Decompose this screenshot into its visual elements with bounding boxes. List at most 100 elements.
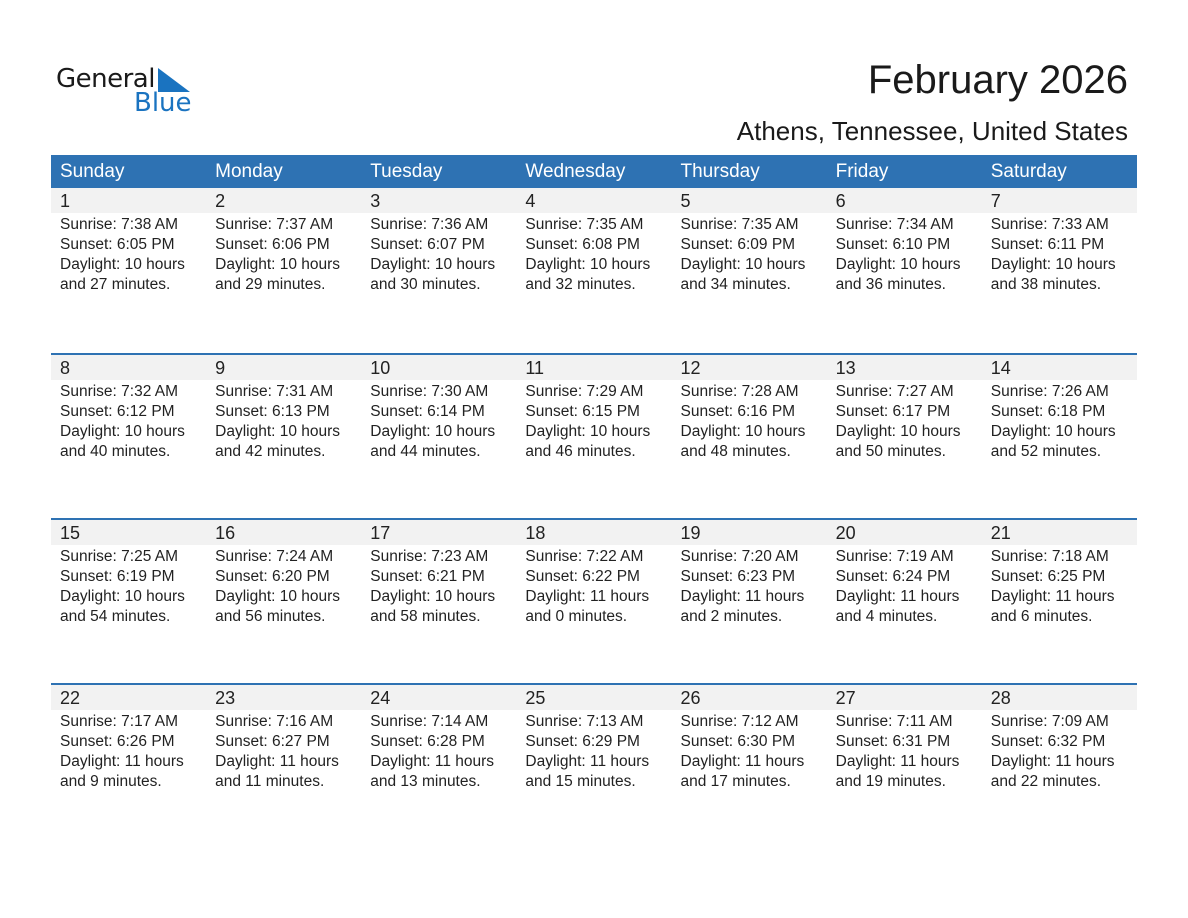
- sunrise-text: Sunrise: 7:25 AM: [60, 548, 179, 565]
- daylight-text: Daylight: 10 hours: [215, 588, 341, 605]
- sunrise-text: Sunrise: 7:16 AM: [215, 713, 334, 730]
- week-row: 8 Sunrise: 7:32 AM Sunset: 6:12 PM Daylight…: [51, 353, 1137, 518]
- sunset-text: Sunset: 6:27 PM: [215, 733, 330, 750]
- sunrise-text: Sunrise: 7:22 AM: [525, 548, 644, 565]
- sunrise-text: Sunrise: 7:35 AM: [525, 216, 644, 233]
- daylight-text: Daylight: 10 hours: [525, 423, 651, 440]
- daylight-text: Daylight: 10 hours: [835, 256, 961, 273]
- day-info: Sunrise: 7:31 AM Sunset: 6:13 PM Daylight:…: [206, 380, 361, 462]
- minutes-text: and 19 minutes.: [835, 773, 946, 790]
- day-cell: 22 Sunrise: 7:17 AM Sunset: 6:26 PM Dayligh…: [51, 685, 207, 848]
- minutes-text: and 52 minutes.: [990, 443, 1102, 460]
- daylight-text: Daylight: 10 hours: [60, 423, 185, 440]
- sunset-text: Sunset: 6:18 PM: [990, 403, 1106, 420]
- day-cell: 11 Sunrise: 7:29 AM Sunset: 6:15 PM Dayligh…: [516, 355, 672, 518]
- sunset-text: Sunset: 6:06 PM: [215, 236, 330, 253]
- logo-triangle-icon: [158, 68, 190, 92]
- sunrise-text: Sunrise: 7:27 AM: [835, 383, 954, 400]
- sunset-text: Sunset: 6:29 PM: [525, 733, 640, 750]
- weekday-header: Sunday Monday Tuesday Wednesday Thursday Frid…: [51, 155, 1137, 188]
- day-info: Sunrise: 7:22 AM Sunset: 6:22 PM Daylight:…: [516, 545, 671, 627]
- sunset-text: Sunset: 6:09 PM: [680, 236, 796, 253]
- day-cell: 28 Sunrise: 7:09 AM Sunset: 6:32 PM Dayligh…: [981, 685, 1137, 848]
- sunrise-text: Sunrise: 7:32 AM: [60, 383, 179, 400]
- minutes-text: and 22 minutes.: [990, 773, 1102, 790]
- sunset-text: Sunset: 6:31 PM: [835, 733, 951, 750]
- sunrise-text: Sunrise: 7:09 AM: [990, 713, 1109, 730]
- day-number: 22: [51, 685, 207, 710]
- day-number: 23: [206, 685, 362, 710]
- day-number: 5: [671, 188, 827, 213]
- day-cell: 4 Sunrise: 7:35 AM Sunset: 6:08 PM Daylight…: [516, 188, 672, 353]
- week-row: 22 Sunrise: 7:17 AM Sunset: 6:26 PM Dayligh…: [51, 683, 1137, 848]
- day-number: 8: [51, 355, 207, 380]
- day-number: 6: [826, 188, 982, 213]
- day-number: 21: [981, 520, 1137, 545]
- day-info: Sunrise: 7:27 AM Sunset: 6:17 PM Daylight:…: [827, 380, 982, 462]
- minutes-text: and 11 minutes.: [215, 773, 325, 790]
- sunrise-text: Sunrise: 7:33 AM: [990, 216, 1109, 233]
- sunset-text: Sunset: 6:28 PM: [370, 733, 485, 750]
- sunrise-text: Sunrise: 7:12 AM: [680, 713, 799, 730]
- sunset-text: Sunset: 6:14 PM: [370, 403, 485, 420]
- sunset-text: Sunset: 6:20 PM: [215, 568, 330, 585]
- day-cell: 17 Sunrise: 7:23 AM Sunset: 6:21 PM Dayligh…: [361, 520, 517, 683]
- minutes-text: and 34 minutes.: [680, 276, 791, 293]
- page-title: February 2026: [867, 58, 1128, 102]
- daylight-text: Daylight: 10 hours: [60, 588, 185, 605]
- daylight-text: Daylight: 11 hours: [370, 753, 495, 770]
- day-info: Sunrise: 7:12 AM Sunset: 6:30 PM Daylight:…: [672, 710, 827, 792]
- daylight-text: Daylight: 11 hours: [215, 753, 339, 770]
- sunrise-text: Sunrise: 7:37 AM: [215, 216, 334, 233]
- sunset-text: Sunset: 6:13 PM: [215, 403, 330, 420]
- daylight-text: Daylight: 11 hours: [525, 588, 650, 605]
- day-cell: 5 Sunrise: 7:35 AM Sunset: 6:09 PM Daylight…: [671, 188, 827, 353]
- sunset-text: Sunset: 6:08 PM: [525, 236, 640, 253]
- sunset-text: Sunset: 6:24 PM: [835, 568, 951, 585]
- minutes-text: and 56 minutes.: [215, 608, 326, 625]
- sunrise-text: Sunrise: 7:31 AM: [215, 383, 334, 400]
- day-info: Sunrise: 7:20 AM Sunset: 6:23 PM Daylight:…: [672, 545, 827, 627]
- location-subtitle: Athens, Tennessee, United States: [736, 116, 1128, 146]
- sunrise-text: Sunrise: 7:30 AM: [370, 383, 489, 400]
- daylight-text: Daylight: 10 hours: [525, 256, 651, 273]
- daylight-text: Daylight: 11 hours: [680, 588, 805, 605]
- day-info: Sunrise: 7:11 AM Sunset: 6:31 PM Daylight:…: [827, 710, 982, 792]
- sunrise-text: Sunrise: 7:13 AM: [525, 713, 644, 730]
- day-number: 14: [981, 355, 1137, 380]
- day-cell: 13 Sunrise: 7:27 AM Sunset: 6:17 PM Dayligh…: [826, 355, 982, 518]
- sunset-text: Sunset: 6:22 PM: [525, 568, 640, 585]
- day-cell: 25 Sunrise: 7:13 AM Sunset: 6:29 PM Dayligh…: [516, 685, 672, 848]
- minutes-text: and 42 minutes.: [215, 443, 326, 460]
- sunset-text: Sunset: 6:19 PM: [60, 568, 175, 585]
- sunrise-text: Sunrise: 7:14 AM: [370, 713, 489, 730]
- sunset-text: Sunset: 6:17 PM: [835, 403, 951, 420]
- sunset-text: Sunset: 6:07 PM: [370, 236, 485, 253]
- day-cell: 18 Sunrise: 7:22 AM Sunset: 6:22 PM Dayligh…: [516, 520, 672, 683]
- daylight-text: Daylight: 10 hours: [215, 423, 341, 440]
- sunset-text: Sunset: 6:12 PM: [60, 403, 175, 420]
- day-number: 20: [826, 520, 982, 545]
- daylight-text: Daylight: 11 hours: [60, 753, 184, 770]
- daylight-text: Daylight: 11 hours: [990, 753, 1115, 770]
- day-number: 9: [206, 355, 362, 380]
- day-cell: 1 Sunrise: 7:38 AM Sunset: 6:05 PM Daylight…: [51, 188, 207, 353]
- sunrise-text: Sunrise: 7:11 AM: [835, 713, 953, 730]
- weekday-6: Saturday: [990, 161, 1067, 182]
- day-info: Sunrise: 7:32 AM Sunset: 6:12 PM Daylight:…: [51, 380, 206, 462]
- daylight-text: Daylight: 11 hours: [680, 753, 805, 770]
- sunrise-text: Sunrise: 7:23 AM: [370, 548, 489, 565]
- sunrise-text: Sunrise: 7:17 AM: [60, 713, 179, 730]
- sunset-text: Sunset: 6:32 PM: [990, 733, 1106, 750]
- daylight-text: Daylight: 11 hours: [835, 753, 960, 770]
- week-row: 1 Sunrise: 7:38 AM Sunset: 6:05 PM Daylight…: [51, 188, 1137, 353]
- day-number: 17: [361, 520, 517, 545]
- minutes-text: and 13 minutes.: [370, 773, 481, 790]
- minutes-text: and 0 minutes.: [525, 608, 628, 625]
- minutes-text: and 44 minutes.: [370, 443, 481, 460]
- weekday-1: Monday: [215, 161, 283, 182]
- day-number: 12: [671, 355, 827, 380]
- minutes-text: and 32 minutes.: [525, 276, 636, 293]
- sunset-text: Sunset: 6:25 PM: [990, 568, 1106, 585]
